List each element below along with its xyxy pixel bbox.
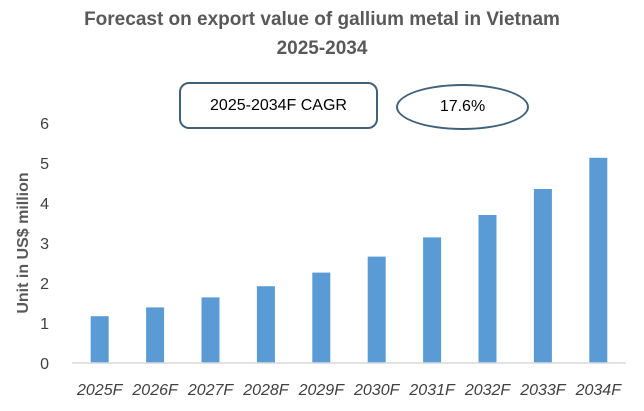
bar-2026F (146, 307, 165, 363)
chart-subtitle: 2025-2034 (276, 38, 368, 59)
bar-2025F (90, 316, 109, 363)
y-tick-label: 4 (40, 196, 49, 213)
y-tick-label: 3 (40, 236, 49, 253)
x-tick-label: 2032F (464, 382, 512, 399)
x-tick-label: 2034F (575, 382, 623, 399)
x-tick-label: 2026F (131, 382, 179, 399)
bar-2034F (589, 157, 608, 363)
x-tick-label: 2027F (187, 382, 235, 399)
x-tick-label: 2031F (408, 382, 456, 399)
y-tick-label: 0 (40, 356, 49, 373)
x-tick-label: 2029F (298, 382, 346, 399)
chart-title: Forecast on export value of gallium meta… (84, 9, 560, 30)
cagr-label: 2025-2034F CAGR (210, 96, 347, 114)
y-axis-label: Unit in US$ million (15, 172, 32, 313)
bar-2032F (478, 215, 497, 363)
cagr-value-oval: 17.6% (396, 84, 529, 130)
cagr-label-box: 2025-2034F CAGR (179, 82, 378, 129)
bar-2027F (201, 297, 220, 363)
cagr-value: 17.6% (439, 98, 486, 115)
bar-2029F (312, 272, 331, 363)
x-tick-label: 2025F (76, 382, 124, 399)
y-tick-label: 6 (40, 116, 49, 133)
bar-2028F (256, 286, 275, 363)
x-tick-label: 2028F (242, 382, 290, 399)
y-tick-label: 1 (40, 316, 49, 333)
y-tick-label: 2 (40, 276, 49, 293)
x-tick-label: 2030F (353, 382, 401, 399)
bar-2030F (367, 256, 386, 363)
bar-2031F (423, 237, 442, 363)
y-tick-label: 5 (40, 156, 49, 173)
x-tick-label: 2033F (519, 382, 567, 399)
bar-2033F (533, 189, 552, 363)
